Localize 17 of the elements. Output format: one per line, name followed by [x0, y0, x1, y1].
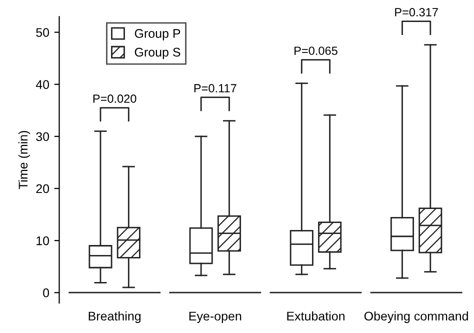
y-tick-label: 30: [36, 132, 50, 142]
y-tick-label: 20: [36, 184, 50, 194]
legend-label: Group P: [134, 29, 180, 40]
text: P=0.317: [395, 8, 438, 16]
legend-label: Group S: [134, 48, 180, 60]
y-axis-title: Time (min): [18, 130, 30, 190]
x-tick-label: Extubation: [287, 311, 344, 321]
annotation: P=0.117: [194, 84, 236, 92]
x-tick-label: Eye-open: [189, 312, 242, 324]
y-tick-label: 40: [36, 80, 50, 89]
x-tick-label: Obeying command: [364, 311, 468, 324]
y-tick-label: 50: [36, 28, 50, 37]
annotation: P=0.020: [93, 94, 136, 103]
annotation: P=0.065: [294, 46, 338, 55]
y-tick-label: 10: [36, 236, 50, 246]
y-tick-label: 0: [43, 288, 50, 298]
x-tick-label: Breathing: [88, 311, 141, 324]
